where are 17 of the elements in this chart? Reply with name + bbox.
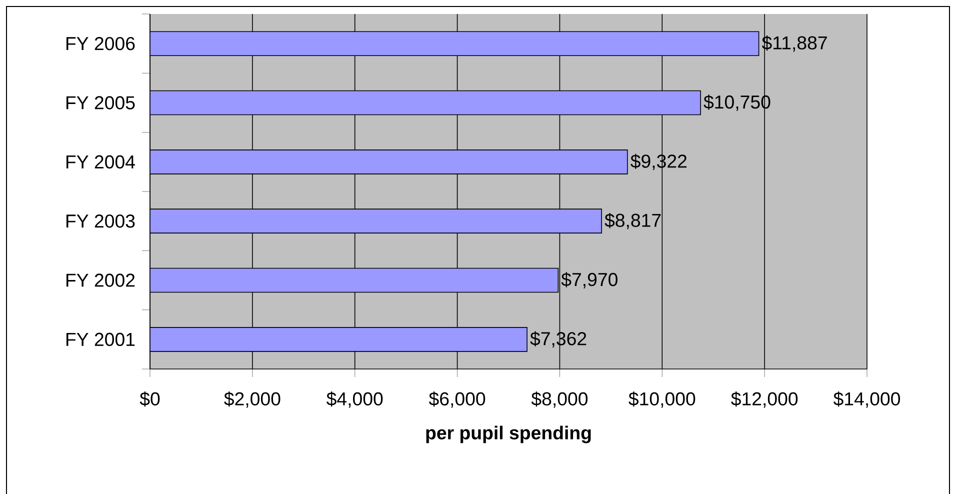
x-tick-label: $8,000 (531, 391, 588, 408)
x-tick-label: $0 (140, 391, 160, 407)
x-tick-label: $10,000 (628, 391, 696, 408)
y-tick-label: FY 2001 (66, 332, 135, 346)
x-tick-label: $4,000 (326, 391, 383, 408)
x-axis-title: per pupil spending (426, 426, 591, 444)
data-label: $8,817 (604, 212, 661, 230)
x-tick-label: $2,000 (224, 391, 280, 408)
x-tick-label: $6,000 (428, 391, 486, 408)
y-tick-label: FY 2002 (66, 274, 135, 287)
y-tick-label: FY 2005 (66, 96, 135, 110)
y-tick-label: FY 2006 (66, 36, 135, 50)
data-label: $7,970 (561, 272, 618, 288)
x-tick-label: $14,000 (833, 391, 900, 408)
x-tick-label: $12,000 (731, 391, 798, 408)
y-tick-label: FY 2003 (66, 214, 135, 228)
y-tick-label: FY 2004 (66, 155, 135, 169)
